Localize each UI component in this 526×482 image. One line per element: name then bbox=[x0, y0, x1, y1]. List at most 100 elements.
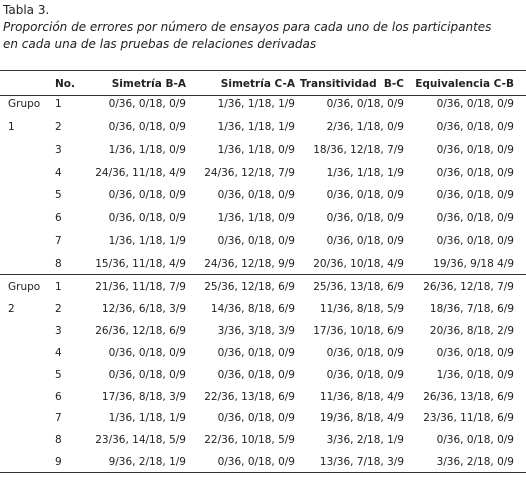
cell: 26/36, 13/18, 6/9 bbox=[423, 390, 514, 403]
cell: 11/36, 8/18, 4/9 bbox=[319, 390, 404, 403]
cell: 15/36, 11/18, 4/9 bbox=[95, 258, 186, 271]
row-number: 8 bbox=[55, 434, 62, 447]
caption-line: Proporción de errores por número de ensa… bbox=[3, 20, 492, 34]
cell: 0/36, 0/18, 0/9 bbox=[436, 235, 514, 248]
cell: 0/36, 0/18, 0/9 bbox=[436, 434, 514, 447]
column-header: Simetría B-A bbox=[111, 78, 186, 90]
group-label: 1 bbox=[8, 120, 15, 133]
cell: 0/36, 0/18, 0/9 bbox=[108, 346, 186, 359]
cell: 0/36, 0/18, 0/9 bbox=[108, 189, 186, 202]
cell: 24/36, 12/18, 9/9 bbox=[204, 258, 295, 271]
column-header: Transitividad B-C bbox=[299, 78, 404, 90]
cell: 1/36, 1/18, 1/9 bbox=[108, 235, 186, 248]
cell: 1/36, 1/18, 0/9 bbox=[108, 143, 186, 156]
row-number: 7 bbox=[55, 235, 62, 248]
row-number: 1 bbox=[55, 98, 62, 110]
cell: 26/36, 12/18, 6/9 bbox=[95, 324, 186, 337]
row-number: 4 bbox=[55, 166, 62, 179]
cell: 17/36, 10/18, 6/9 bbox=[313, 324, 404, 337]
cell: 0/36, 0/18, 0/9 bbox=[217, 235, 295, 248]
table-title: Tabla 3. bbox=[3, 3, 50, 17]
row-number: 1 bbox=[55, 281, 62, 293]
cell: 18/36, 12/18, 7/9 bbox=[313, 143, 404, 156]
cell: 20/36, 8/18, 2/9 bbox=[429, 324, 514, 337]
cell: 1/36, 1/18, 0/9 bbox=[217, 143, 295, 156]
cell: 1/36, 1/18, 1/9 bbox=[217, 120, 295, 133]
column-header: Equivalencia C-B bbox=[415, 78, 514, 90]
cell: 3/36, 2/18, 1/9 bbox=[326, 434, 404, 447]
rule bbox=[0, 472, 526, 473]
cell: 0/36, 0/18, 0/9 bbox=[108, 212, 186, 225]
cell: 0/36, 0/18, 0/9 bbox=[217, 189, 295, 202]
cell: 3/36, 3/18, 3/9 bbox=[217, 324, 295, 337]
cell: 19/36, 9/18 4/9 bbox=[433, 258, 514, 271]
cell: 2/36, 1/18, 0/9 bbox=[326, 120, 404, 133]
cell: 0/36, 0/18, 0/9 bbox=[108, 98, 186, 110]
cell: 23/36, 11/18, 6/9 bbox=[423, 412, 514, 425]
cell: 21/36, 11/18, 7/9 bbox=[95, 281, 186, 293]
cell: 9/36, 2/18, 1/9 bbox=[108, 456, 186, 469]
cell: 11/36, 8/18, 5/9 bbox=[319, 302, 404, 315]
cell: 0/36, 0/18, 0/9 bbox=[217, 412, 295, 425]
cell: 23/36, 14/18, 5/9 bbox=[95, 434, 186, 447]
cell: 0/36, 0/18, 0/9 bbox=[436, 143, 514, 156]
cell: 1/36, 1/18, 0/9 bbox=[217, 212, 295, 225]
cell: 0/36, 0/18, 0/9 bbox=[436, 189, 514, 202]
cell: 19/36, 8/18, 4/9 bbox=[319, 412, 404, 425]
cell: 25/36, 13/18, 6/9 bbox=[313, 281, 404, 293]
row-number: 5 bbox=[55, 189, 62, 202]
cell: 0/36, 0/18, 0/9 bbox=[217, 456, 295, 469]
cell: 20/36, 10/18, 4/9 bbox=[313, 258, 404, 271]
cell: 1/36, 0/18, 0/9 bbox=[436, 368, 514, 381]
cell: 22/36, 10/18, 5/9 bbox=[204, 434, 295, 447]
row-number: 9 bbox=[55, 456, 62, 469]
cell: 25/36, 12/18, 6/9 bbox=[204, 281, 295, 293]
cell: 0/36, 0/18, 0/9 bbox=[436, 346, 514, 359]
cell: 26/36, 12/18, 7/9 bbox=[423, 281, 514, 293]
cell: 0/36, 0/18, 0/9 bbox=[326, 235, 404, 248]
row-number: 6 bbox=[55, 212, 62, 225]
cell: 0/36, 0/18, 0/9 bbox=[108, 368, 186, 381]
cell: 0/36, 0/18, 0/9 bbox=[217, 346, 295, 359]
row-number: 4 bbox=[55, 346, 62, 359]
cell: 0/36, 0/18, 0/9 bbox=[326, 212, 404, 225]
row-number: 3 bbox=[55, 143, 62, 156]
cell: 1/36, 1/18, 1/9 bbox=[217, 98, 295, 110]
column-header: No. bbox=[55, 78, 75, 90]
group-label: Grupo bbox=[8, 98, 41, 110]
cell: 3/36, 2/18, 0/9 bbox=[436, 456, 514, 469]
rule bbox=[0, 70, 526, 71]
row-number: 3 bbox=[55, 324, 62, 337]
column-header: Simetría C-A bbox=[220, 78, 295, 90]
row-number: 7 bbox=[55, 412, 62, 425]
cell: 18/36, 7/18, 6/9 bbox=[429, 302, 514, 315]
cell: 12/36, 6/18, 3/9 bbox=[101, 302, 186, 315]
cell: 0/36, 0/18, 0/9 bbox=[436, 98, 514, 110]
cell: 0/36, 0/18, 0/9 bbox=[326, 189, 404, 202]
cell: 0/36, 0/18, 0/9 bbox=[436, 120, 514, 133]
caption-line: en cada una de las pruebas de relaciones… bbox=[3, 37, 317, 51]
row-number: 5 bbox=[55, 368, 62, 381]
group-label: 2 bbox=[8, 302, 15, 315]
cell: 24/36, 12/18, 7/9 bbox=[204, 166, 295, 179]
rule bbox=[0, 274, 526, 275]
cell: 0/36, 0/18, 0/9 bbox=[217, 368, 295, 381]
cell: 24/36, 11/18, 4/9 bbox=[95, 166, 186, 179]
cell: 13/36, 7/18, 3/9 bbox=[319, 456, 404, 469]
cell: 0/36, 0/18, 0/9 bbox=[326, 98, 404, 110]
row-number: 2 bbox=[55, 120, 62, 133]
row-number: 8 bbox=[55, 258, 62, 271]
cell: 17/36, 8/18, 3/9 bbox=[101, 390, 186, 403]
row-number: 6 bbox=[55, 390, 62, 403]
cell: 0/36, 0/18, 0/9 bbox=[326, 346, 404, 359]
cell: 0/36, 0/18, 0/9 bbox=[436, 212, 514, 225]
cell: 1/36, 1/18, 1/9 bbox=[326, 166, 404, 179]
cell: 0/36, 0/18, 0/9 bbox=[108, 120, 186, 133]
row-number: 2 bbox=[55, 302, 62, 315]
cell: 0/36, 0/18, 0/9 bbox=[436, 166, 514, 179]
cell: 0/36, 0/18, 0/9 bbox=[326, 368, 404, 381]
group-label: Grupo bbox=[8, 281, 41, 293]
cell: 14/36, 8/18, 6/9 bbox=[210, 302, 295, 315]
cell: 22/36, 13/18, 6/9 bbox=[204, 390, 295, 403]
